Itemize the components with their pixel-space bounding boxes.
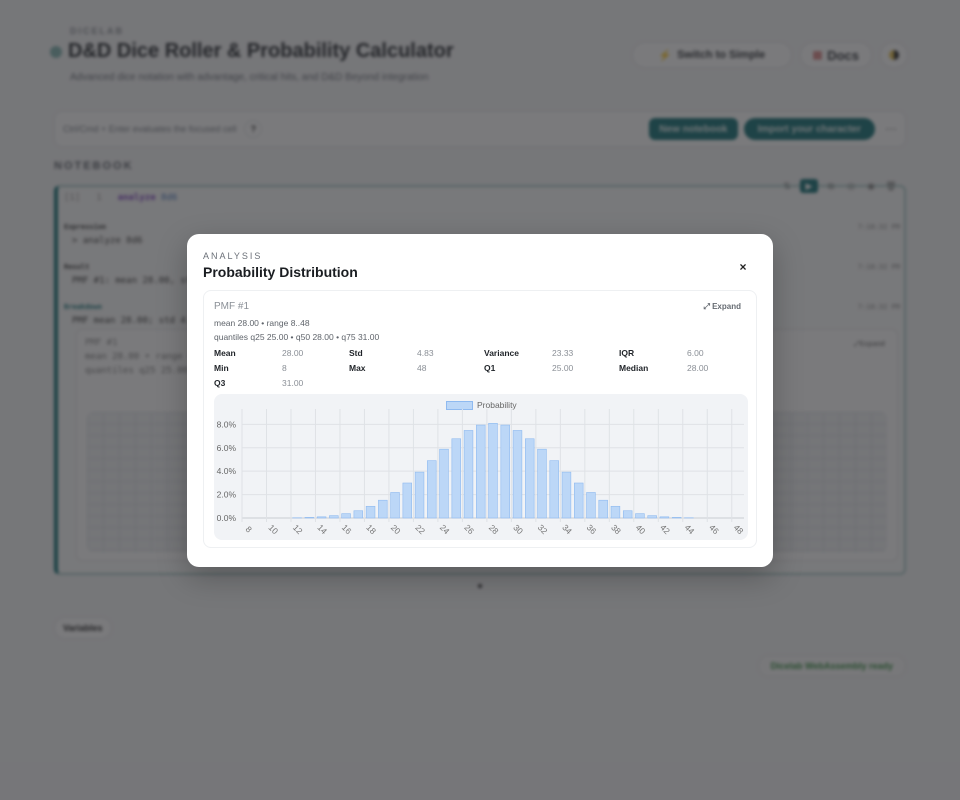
svg-text:48: 48 [732, 522, 746, 536]
stat-key: Mean [214, 348, 236, 358]
stat-value: 28.00 [687, 363, 709, 373]
close-icon: × [739, 260, 747, 274]
svg-text:26: 26 [462, 522, 476, 536]
probability-chart: Probability 0.0% 2.0% 4.0% 6.0% 8.0% 8 10 12 14 1… [214, 394, 748, 540]
svg-text:46: 46 [707, 522, 721, 536]
svg-text:40: 40 [634, 522, 648, 536]
svg-text:44: 44 [683, 522, 697, 536]
svg-text:20: 20 [389, 522, 403, 536]
svg-text:8: 8 [244, 524, 255, 535]
stat-key: Q3 [214, 378, 226, 388]
stat-value: 28.00 [282, 348, 304, 358]
svg-text:28: 28 [487, 522, 501, 536]
stat-value: 4.83 [417, 348, 434, 358]
stat-value: 6.00 [687, 348, 704, 358]
svg-text:6.0%: 6.0% [217, 443, 237, 453]
stat-key: Variance [484, 348, 519, 358]
stat-value: 23.33 [552, 348, 574, 358]
pmf-quantiles: quantiles q25 25.00 • q50 28.00 • q75 31… [214, 332, 380, 342]
stat-key: IQR [619, 348, 635, 358]
close-button[interactable]: × [735, 259, 751, 275]
svg-text:10: 10 [266, 522, 280, 536]
stat-value: 8 [282, 363, 287, 373]
legend-label: Probability [477, 400, 517, 410]
svg-text:12: 12 [291, 522, 305, 536]
svg-text:22: 22 [413, 522, 427, 536]
modal-kicker: ANALYSIS [203, 251, 263, 261]
svg-text:0.0%: 0.0% [217, 513, 237, 523]
chart-canvas: 0.0% 2.0% 4.0% 6.0% 8.0% 8 10 12 14 16 18 20 22 24 26 2… [217, 409, 746, 536]
svg-text:36: 36 [585, 522, 599, 536]
svg-text:42: 42 [658, 522, 672, 536]
pmf-card: PMF #1 ⤢ Expand mean 28.00 • range 8..48… [203, 290, 757, 548]
stat-key: Std [349, 348, 363, 358]
svg-text:24: 24 [438, 522, 452, 536]
stat-value: 48 [417, 363, 427, 373]
svg-text:18: 18 [364, 522, 378, 536]
stat-key: Median [619, 363, 649, 373]
svg-text:4.0%: 4.0% [217, 466, 237, 476]
modal-title: Probability Distribution [203, 264, 358, 280]
stats-grid: Mean 28.00 Std 4.83 Variance 23.33 IQR 6… [214, 348, 754, 388]
analysis-modal: ANALYSIS Probability Distribution × PMF … [187, 234, 773, 567]
svg-text:2.0%: 2.0% [217, 490, 237, 500]
svg-text:34: 34 [560, 522, 574, 536]
stat-value: 31.00 [282, 378, 304, 388]
svg-text:30: 30 [511, 522, 525, 536]
expand-button[interactable]: ⤢ Expand [703, 302, 741, 311]
pmf-name: PMF #1 [214, 301, 250, 312]
chart-legend[interactable]: Probability [446, 400, 517, 410]
svg-text:16: 16 [340, 522, 354, 536]
svg-text:14: 14 [315, 522, 329, 536]
svg-text:32: 32 [536, 522, 550, 536]
stat-key: Max [349, 363, 366, 373]
pmf-summary: mean 28.00 • range 8..48 [214, 318, 310, 328]
stat-key: Min [214, 363, 229, 373]
stat-key: Q1 [484, 363, 496, 373]
legend-swatch [446, 400, 473, 410]
stat-value: 25.00 [552, 363, 574, 373]
svg-text:38: 38 [609, 522, 623, 536]
svg-text:8.0%: 8.0% [217, 419, 237, 429]
